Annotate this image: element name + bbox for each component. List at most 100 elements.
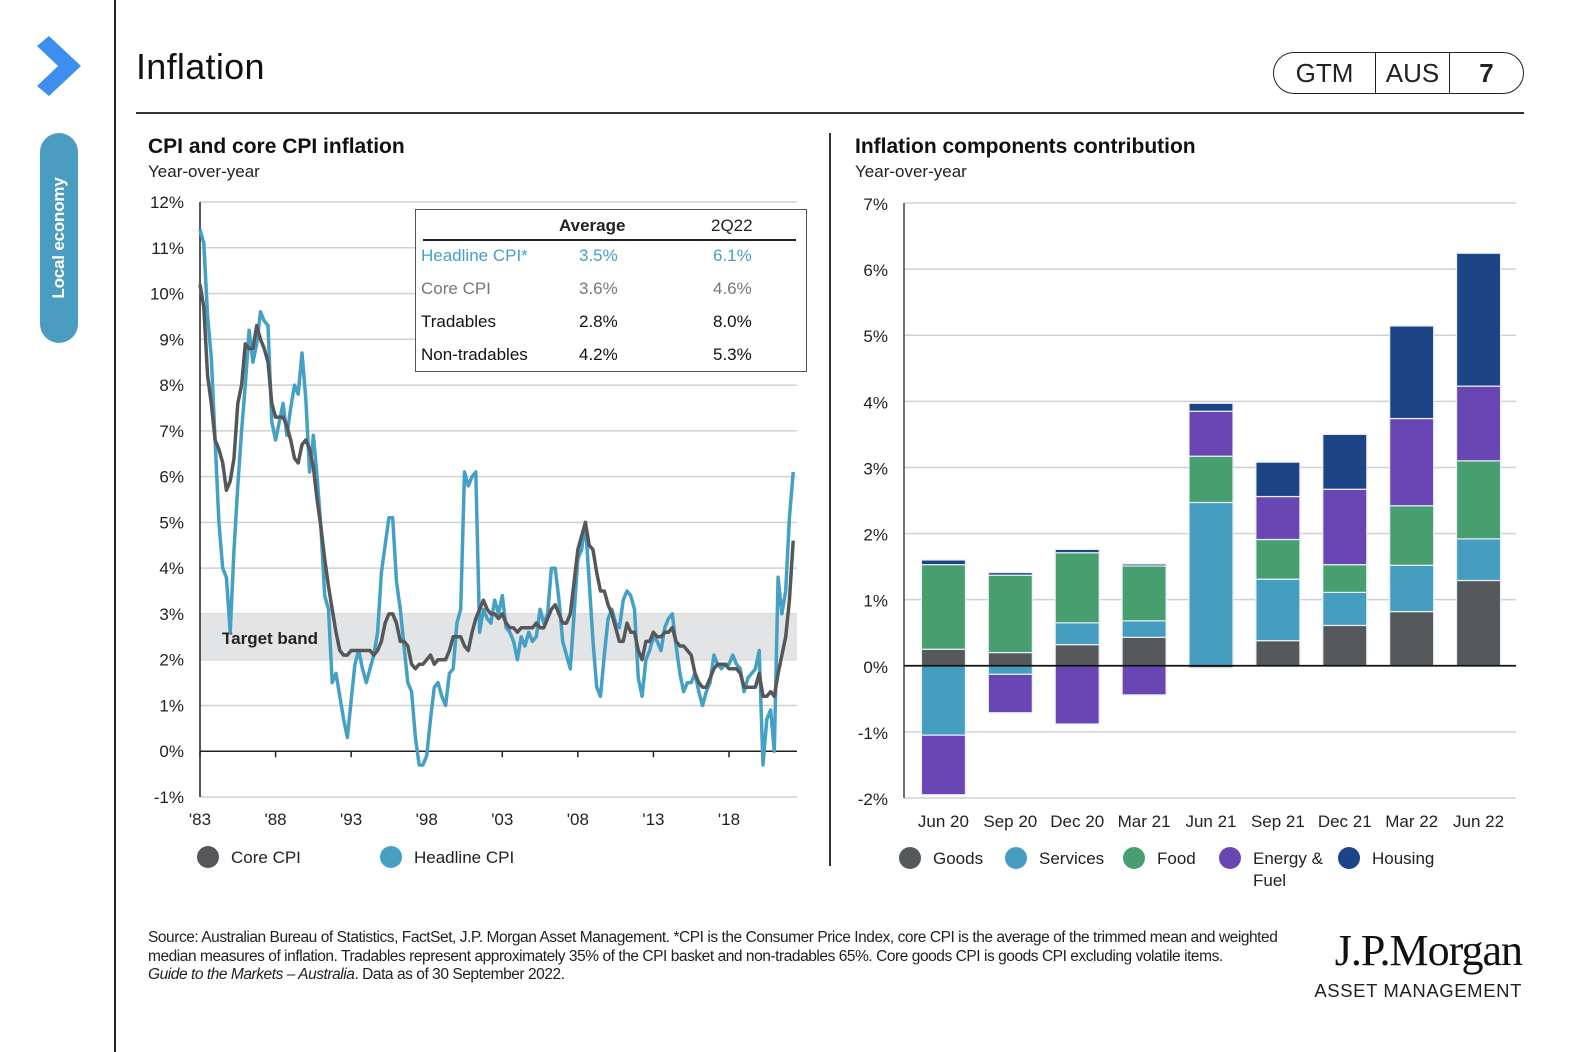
x-tick-label: '03 [491, 810, 513, 829]
bar-services-6 [1322, 591, 1368, 627]
stats-table-box: Average 2Q22 Headline CPI* 3.5% 6.1% Core C… [415, 209, 807, 372]
y-tick-label: 3% [159, 605, 184, 624]
stats-row-average: 3.6% [579, 279, 618, 298]
services-legend-marker [1005, 847, 1027, 869]
y-tick-label: 2% [159, 651, 184, 670]
sidebar-divider [114, 0, 116, 1052]
y-tick-label: 4% [159, 559, 184, 578]
x-tick-label: '98 [416, 810, 438, 829]
stats-row-average: 4.2% [579, 345, 618, 364]
bar-goods-8 [1455, 579, 1502, 667]
stats-row-label: Headline CPI* [421, 246, 528, 265]
chevron-right-icon[interactable] [34, 34, 86, 98]
energy-legend-label: Energy & [1253, 849, 1324, 868]
bar-food-7 [1389, 505, 1435, 566]
stats-header-average: Average [559, 216, 626, 235]
x-tick-label: '13 [642, 810, 664, 829]
x-tick-label: '88 [264, 810, 286, 829]
x-tick-label: '18 [718, 810, 740, 829]
y-tick-label: 1% [159, 696, 184, 715]
page-title: Inflation [136, 46, 265, 87]
stats-row-2q22: 4.6% [713, 279, 752, 298]
bar-services-3 [1121, 620, 1167, 638]
y-tick-label: 1% [863, 592, 888, 611]
core-cpi-line [198, 284, 795, 699]
guide-title: Guide to the Markets – Australia [148, 966, 355, 983]
bar-goods-7 [1389, 610, 1435, 667]
right-chart-subtitle: Year-over-year [855, 162, 967, 181]
food-legend-marker [1123, 847, 1145, 869]
y-tick-label: -2% [858, 790, 888, 809]
bar-food-5 [1255, 538, 1301, 580]
logo-tagline: ASSET MANAGEMENT [1314, 980, 1522, 1001]
x-tick-label: Mar 22 [1385, 812, 1438, 831]
title-divider [136, 112, 1524, 114]
food-legend-label: Food [1157, 849, 1196, 868]
y-tick-label: 0% [159, 742, 184, 761]
bar-food-6 [1322, 564, 1368, 593]
y-tick-label: 6% [159, 468, 184, 487]
headline-cpi-legend-label: Headline CPI [414, 848, 514, 867]
bar-services-1 [987, 665, 1033, 675]
bar-services-7 [1389, 564, 1435, 613]
goods-legend-marker [899, 847, 921, 869]
x-tick-label: Jun 22 [1453, 812, 1504, 831]
y-tick-label: 3% [863, 459, 888, 478]
bar-energy-4 [1188, 410, 1234, 457]
y-tick-label: 5% [159, 513, 184, 532]
stats-row-2q22: 6.1% [713, 246, 752, 265]
stats-row-average: 3.5% [579, 246, 618, 265]
badge-page-number: 7 [1479, 57, 1494, 88]
page-badge: GTM AUS 7 [1273, 52, 1524, 94]
bar-housing-2 [1054, 548, 1100, 554]
y-tick-label: 9% [159, 330, 184, 349]
bar-housing-6 [1322, 433, 1368, 490]
bar-goods-0 [920, 648, 967, 667]
y-tick-label: 5% [863, 327, 888, 346]
bar-housing-7 [1389, 325, 1435, 420]
bar-energy-7 [1389, 417, 1435, 507]
bar-goods-5 [1255, 640, 1301, 667]
bar-energy-3 [1121, 665, 1167, 696]
x-tick-label: '93 [340, 810, 362, 829]
y-tick-label: 4% [863, 393, 888, 412]
bar-food-4 [1188, 455, 1234, 504]
bar-energy-5 [1255, 495, 1301, 541]
bar-services-8 [1455, 538, 1502, 582]
stats-header-rule [423, 239, 796, 241]
bar-services-0 [920, 665, 967, 736]
stats-row-label: Non-tradables [421, 345, 528, 364]
stats-row-label: Tradables [421, 312, 496, 331]
section-tab-local-economy[interactable]: Local economy [40, 133, 78, 343]
y-tick-label: 2% [863, 526, 888, 545]
bar-goods-3 [1121, 636, 1167, 667]
y-tick-label: -1% [858, 724, 888, 743]
services-legend-label: Services [1039, 849, 1104, 868]
housing-legend-marker [1338, 847, 1360, 869]
bar-energy-2 [1054, 665, 1100, 725]
data-as-of: . Data as of 30 September 2022. [354, 966, 565, 983]
bar-energy-1 [987, 673, 1033, 714]
bar-housing-3 [1121, 563, 1167, 567]
target-band-label: Target band [222, 629, 318, 648]
housing-legend-label: Housing [1372, 849, 1434, 868]
stats-row-2q22: 5.3% [713, 345, 752, 364]
energy-legend-marker [1219, 847, 1241, 869]
components-bar-chart: -2% -1% 0% 1% 2% 3% 4% 5% 6% 7% Jun 20 Sep 20 Dec 2… [858, 195, 1516, 890]
x-tick-label: Jun 20 [918, 812, 969, 831]
y-tick-label: 7% [159, 422, 184, 441]
left-chart-subtitle: Year-over-year [148, 162, 260, 181]
bar-services-4 [1188, 501, 1234, 667]
x-tick-label: Mar 21 [1118, 812, 1171, 831]
stats-row-average: 2.8% [579, 312, 618, 331]
badge-region: AUS [1376, 53, 1450, 93]
bar-energy-8 [1455, 385, 1502, 462]
bar-services-5 [1255, 578, 1301, 642]
y-tick-label: -1% [154, 788, 184, 807]
x-tick-label: Sep 20 [983, 812, 1037, 831]
y-tick-label: 11% [151, 239, 184, 258]
bar-food-8 [1455, 460, 1502, 540]
source-footnote: Source: Australian Bureau of Statistics,… [148, 929, 1283, 985]
x-tick-label: '08 [567, 810, 589, 829]
x-tick-label: Dec 21 [1318, 812, 1372, 831]
